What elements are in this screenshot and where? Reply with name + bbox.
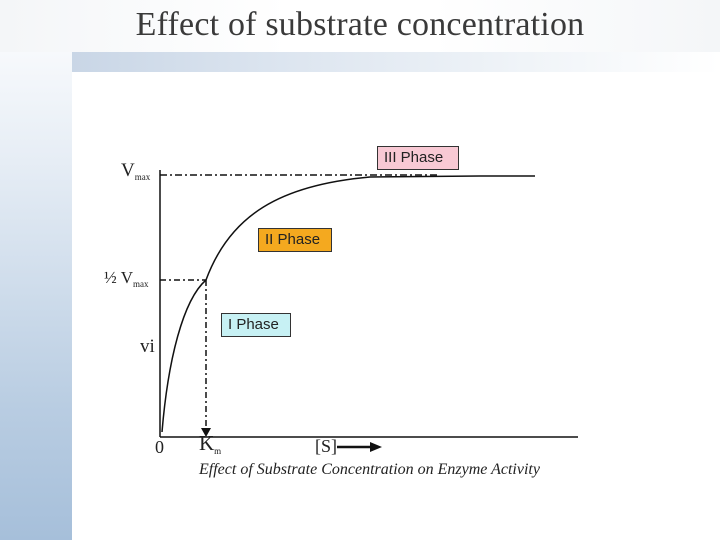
origin-label: 0 (155, 437, 164, 457)
slide-title: Effect of substrate concentration (135, 6, 585, 43)
vmax-label: Vmax (121, 160, 151, 182)
slide-sidebar-gradient (0, 0, 72, 540)
km-arrowhead (201, 428, 211, 437)
phase-three-box: III Phase (377, 146, 459, 170)
substrate-label: [S] (315, 436, 337, 456)
saturation-curve (161, 175, 535, 433)
title-band (0, 0, 720, 52)
title-rule-band (72, 52, 720, 72)
vi-label: vi (140, 336, 155, 357)
km-label: Km (199, 431, 222, 456)
half-vmax-label: ½ Vmax (104, 268, 149, 289)
phase-one-box: I Phase (221, 313, 291, 337)
diagram-caption: Effect of Substrate Concentration on Enz… (199, 461, 540, 478)
substrate-arrowhead (370, 442, 382, 452)
phase-two-box: II Phase (258, 228, 332, 252)
